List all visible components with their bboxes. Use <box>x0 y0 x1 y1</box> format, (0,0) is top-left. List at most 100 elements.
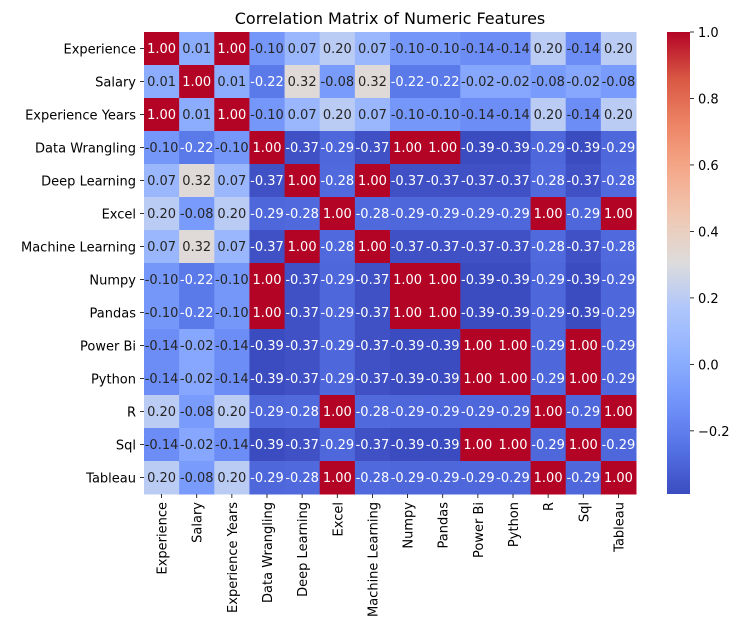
heatmap-cell <box>249 131 286 165</box>
heatmap-cell <box>600 131 637 165</box>
cell-annotation: -0.29 <box>391 405 425 420</box>
cell-annotation: -0.28 <box>356 405 390 420</box>
heatmap-cell <box>214 197 250 231</box>
heatmap-cell <box>214 296 250 330</box>
x-tick-label: Power Bi <box>472 502 487 558</box>
heatmap-cell <box>565 329 602 363</box>
cell-annotation: -0.37 <box>285 141 319 156</box>
heatmap-cell <box>354 32 391 66</box>
heatmap-cell <box>179 428 215 462</box>
y-tick-label: Salary <box>95 76 136 91</box>
heatmap-cell <box>460 32 496 66</box>
heatmap-cell <box>495 32 532 66</box>
cell-annotation: 1.00 <box>323 207 352 222</box>
cell-annotation: -0.08 <box>180 207 214 222</box>
heatmap-cell <box>425 395 461 429</box>
heatmap-cell <box>565 197 602 231</box>
heatmap-cell <box>460 263 496 297</box>
cell-annotation: 1.00 <box>288 240 317 255</box>
heatmap-cells <box>144 32 637 495</box>
cell-annotation: -0.14 <box>215 339 249 354</box>
cell-annotation: -0.37 <box>461 174 495 189</box>
y-tick-label: Sql <box>116 439 136 454</box>
cell-annotation: -0.39 <box>496 306 530 321</box>
cell-annotation: -0.29 <box>566 405 600 420</box>
cell-annotation: 0.07 <box>147 174 176 189</box>
colorbar-tick-label: 0.6 <box>698 159 719 174</box>
heatmap-cell <box>565 131 602 165</box>
cell-annotation: -0.08 <box>320 75 354 90</box>
x-tick-label: Numpy <box>402 502 417 549</box>
cell-annotation: -0.22 <box>180 141 214 156</box>
heatmap-cell <box>249 197 286 231</box>
heatmap-cell <box>214 164 250 198</box>
cell-annotation: 0.20 <box>147 471 176 486</box>
heatmap-cell <box>144 164 180 198</box>
heatmap-cell <box>179 461 215 495</box>
heatmap-cell <box>214 131 250 165</box>
cell-annotation: -0.29 <box>496 207 530 222</box>
cell-annotation: -0.37 <box>566 240 600 255</box>
cell-annotation: -0.29 <box>320 372 354 387</box>
cell-annotation: 1.00 <box>182 75 211 90</box>
heatmap-cell <box>179 230 215 264</box>
x-tick-label: Deep Learning <box>296 502 311 597</box>
cell-annotation: -0.14 <box>461 42 495 57</box>
cell-annotation: -0.37 <box>461 240 495 255</box>
heatmap-cell <box>144 329 180 363</box>
cell-annotation: -0.10 <box>391 42 425 57</box>
cell-annotation: -0.39 <box>250 372 284 387</box>
cell-annotation: 1.00 <box>569 339 598 354</box>
heatmap-cell <box>354 197 391 231</box>
cell-annotation: -0.29 <box>602 141 636 156</box>
heatmap-cell <box>530 362 567 396</box>
heatmap-cell <box>390 230 426 264</box>
cell-annotation: -0.29 <box>461 207 495 222</box>
cell-annotation: -0.14 <box>496 108 530 123</box>
colorbar-tick-label: 0.0 <box>698 358 719 373</box>
heatmap-cell <box>460 461 496 495</box>
heatmap-cell <box>354 230 391 264</box>
heatmap-cell <box>600 164 637 198</box>
cell-annotation: -0.29 <box>531 306 565 321</box>
cell-annotation: -0.29 <box>602 339 636 354</box>
cell-annotation: 0.20 <box>323 42 352 57</box>
cell-annotation: 0.32 <box>358 75 387 90</box>
heatmap-cell <box>460 362 496 396</box>
cell-annotation: -0.14 <box>566 108 600 123</box>
heatmap-cell <box>214 461 250 495</box>
heatmap-cell <box>249 461 286 495</box>
x-tick-label: Pandas <box>437 502 452 549</box>
cell-annotation: 0.20 <box>604 42 633 57</box>
heatmap-cell <box>354 395 391 429</box>
cell-annotation: 1.00 <box>393 141 422 156</box>
heatmap-cell <box>495 296 532 330</box>
heatmap-cell <box>354 461 391 495</box>
cell-annotation: -0.29 <box>566 207 600 222</box>
heatmap-cell <box>530 131 567 165</box>
heatmap-cell <box>600 263 637 297</box>
heatmap-cell <box>600 197 637 231</box>
heatmap-cell <box>354 428 391 462</box>
heatmap-cell <box>284 428 321 462</box>
heatmap-cell <box>565 296 602 330</box>
x-tick-label: Experience Years <box>226 502 241 613</box>
cell-annotation: -0.28 <box>602 174 636 189</box>
heatmap-cell <box>214 395 250 429</box>
cell-annotation: -0.39 <box>250 339 284 354</box>
heatmap-cell <box>390 296 426 330</box>
heatmap-cell <box>284 230 321 264</box>
heatmap-cell <box>425 164 461 198</box>
cell-annotation: -0.37 <box>391 174 425 189</box>
heatmap-cell <box>530 395 567 429</box>
cell-annotation: -0.37 <box>356 306 390 321</box>
x-tick-label: Experience <box>156 502 171 575</box>
cell-annotation: -0.28 <box>285 405 319 420</box>
heatmap-cell <box>600 428 637 462</box>
cell-annotation: -0.14 <box>145 438 179 453</box>
cell-annotation: -0.39 <box>426 339 460 354</box>
cell-annotation: -0.39 <box>496 273 530 288</box>
cell-annotation: -0.10 <box>250 42 284 57</box>
heatmap-cell <box>319 98 356 132</box>
heatmap-cell <box>144 197 180 231</box>
